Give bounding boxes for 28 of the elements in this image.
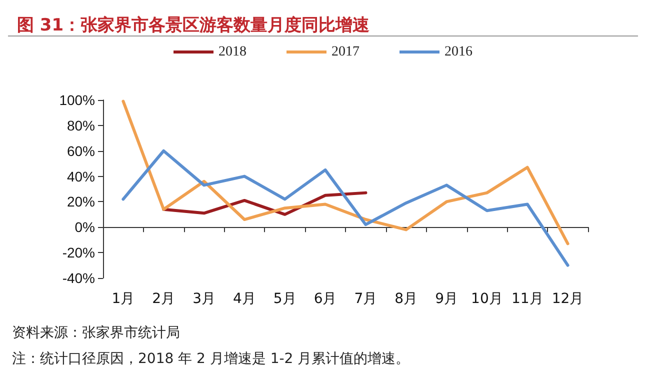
y-tick-label: -40% <box>62 270 95 286</box>
line-series <box>122 100 570 246</box>
legend-label: 2018 <box>218 44 246 60</box>
text: 资料来源：张家界市统计局 <box>12 325 180 341</box>
x-tick-label: 7月 <box>354 291 378 307</box>
x-tick-label: 10月 <box>471 291 503 307</box>
x-tick-label: 4月 <box>232 291 256 307</box>
y-tick-label: 100% <box>59 92 95 108</box>
text: 注：统计口径原因，2018 年 2 月增速是 1-2 月累计值的增速。 <box>12 351 410 367</box>
chart-title: 图 31：张家界市各景区游客数量月度同比增速 <box>17 16 370 36</box>
legend-label: 2016 <box>444 44 472 60</box>
x-tick-label: 11月 <box>511 291 544 307</box>
x-tick-label: 3月 <box>192 291 216 307</box>
x-tick-label: 12月 <box>552 291 584 307</box>
y-tick-label: 0% <box>74 219 95 236</box>
x-tick-label: 1月 <box>112 291 135 307</box>
y-tick-label: 40% <box>66 168 95 184</box>
y-tick-label: 60% <box>66 142 95 159</box>
y-tick-label: -20% <box>62 244 95 261</box>
y-tick-label: 80% <box>66 117 95 134</box>
legend-label: 2017 <box>332 44 360 60</box>
x-tick-label: 6月 <box>314 291 337 307</box>
line-series <box>122 149 570 267</box>
x-tick-label: 2月 <box>152 291 176 307</box>
x-tick-label: 8月 <box>394 291 418 307</box>
x-tick-label: 5月 <box>273 291 296 307</box>
y-tick-label: 20% <box>66 194 95 210</box>
x-tick-label: 9月 <box>435 291 458 307</box>
